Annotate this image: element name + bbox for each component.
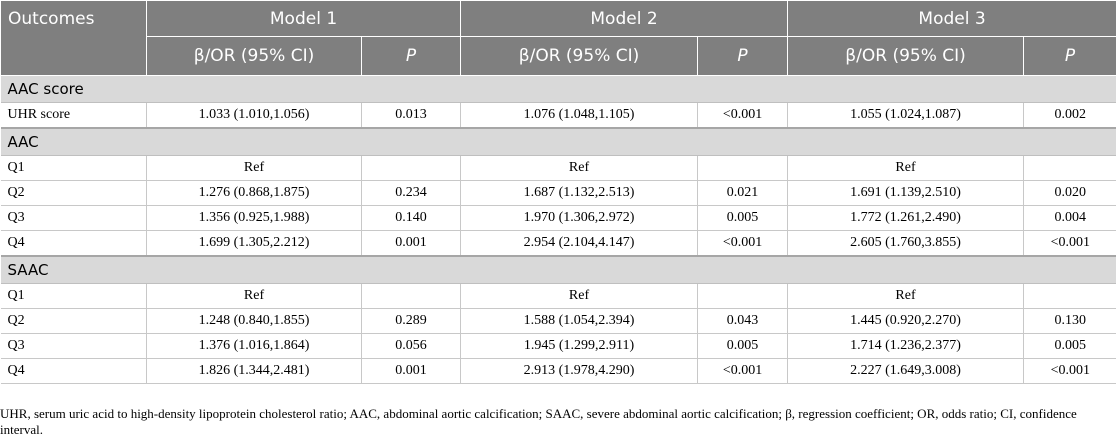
p-value-cell: 0.021	[697, 180, 789, 206]
table-row: UHR score 1.033 (1.010,1.056) 0.013 1.076 (…	[0, 102, 1116, 129]
row-label: Q2	[0, 308, 147, 334]
model-2-p-header: P	[697, 36, 789, 76]
p-value-cell: <0.001	[1023, 358, 1116, 384]
model-1-p-header: P	[360, 36, 462, 76]
ci-cell: Ref	[146, 155, 362, 181]
p-value-cell: 0.043	[697, 308, 789, 334]
ci-cell: Ref	[146, 283, 362, 309]
p-value-cell: 0.004	[1023, 205, 1116, 231]
p-value-cell	[697, 283, 789, 309]
p-value-cell: 0.005	[1023, 333, 1116, 359]
ci-cell: 2.913 (1.978,4.290)	[460, 358, 699, 384]
p-value-cell: 0.020	[1023, 180, 1116, 206]
p-value-cell: 0.289	[361, 308, 462, 334]
ci-cell: Ref	[460, 155, 699, 181]
p-value-cell: 0.130	[1023, 308, 1116, 334]
p-value-cell	[1023, 283, 1116, 309]
ci-cell: 1.772 (1.261,2.490)	[787, 205, 1025, 231]
ci-cell: 1.970 (1.306,2.972)	[460, 205, 699, 231]
p-value-cell: 0.002	[1023, 102, 1116, 129]
model-2-header: Model 2	[460, 0, 789, 37]
outcomes-header: Outcomes	[0, 0, 147, 76]
p-value-cell: <0.001	[697, 230, 789, 257]
ci-cell: 1.699 (1.305,2.212)	[146, 230, 362, 257]
table-row: Q2 1.276 (0.868,1.875) 0.234 1.687 (1.132,2…	[0, 180, 1116, 206]
ci-cell: 1.588 (1.054,2.394)	[460, 308, 699, 334]
table-row: Q4 1.699 (1.305,2.212) 0.001 2.954 (2.104,4…	[0, 230, 1116, 257]
table-row: Q3 1.376 (1.016,1.864) 0.056 1.945 (1.299,2…	[0, 333, 1116, 359]
row-label: Q1	[0, 283, 147, 309]
table-row: Q1 Ref Ref Ref	[0, 283, 1116, 309]
table-row: Q1 Ref Ref Ref	[0, 155, 1116, 181]
ci-cell: Ref	[787, 283, 1025, 309]
model-2-ci-header: β/OR (95% CI)	[460, 36, 699, 76]
section-title: AAC	[0, 128, 1116, 156]
ci-cell: Ref	[460, 283, 699, 309]
ci-cell: 1.376 (1.016,1.864)	[146, 333, 362, 359]
section-row: AAC	[0, 128, 1116, 156]
ci-cell: 1.076 (1.048,1.105)	[460, 102, 699, 129]
table-row: Q2 1.248 (0.840,1.855) 0.289 1.588 (1.054,2…	[0, 308, 1116, 334]
ci-cell: 2.227 (1.649,3.008)	[787, 358, 1025, 384]
model-3-header: Model 3	[787, 0, 1116, 37]
table-body: AAC score UHR score 1.033 (1.010,1.056) 0.0…	[0, 75, 1116, 384]
row-label: UHR score	[0, 102, 147, 129]
results-table: Outcomes Model 1 Model 2 Model 3 β/OR (9…	[0, 0, 1116, 384]
table-footnote: UHR, serum uric acid to high-density lip…	[0, 406, 1077, 437]
ci-cell: 2.605 (1.760,3.855)	[787, 230, 1025, 257]
p-value-cell: 0.056	[361, 333, 462, 359]
ci-cell: 1.691 (1.139,2.510)	[787, 180, 1025, 206]
section-row: SAAC	[0, 256, 1116, 284]
header-row-subheads: β/OR (95% CI) P β/OR (95% CI) P β/OR (95…	[1, 36, 1116, 76]
row-label: Q4	[0, 230, 147, 257]
section-title: AAC score	[0, 75, 1116, 103]
p-value-cell: 0.001	[361, 230, 462, 257]
model-3-p-header: P	[1023, 36, 1116, 76]
section-title: SAAC	[0, 256, 1116, 284]
row-label: Q1	[0, 155, 147, 181]
ci-cell: 1.945 (1.299,2.911)	[460, 333, 699, 359]
ci-cell: 1.248 (0.840,1.855)	[146, 308, 362, 334]
p-value-cell: <0.001	[697, 102, 789, 129]
p-value-cell	[697, 155, 789, 181]
p-value-cell: 0.140	[361, 205, 462, 231]
model-3-ci-header: β/OR (95% CI)	[787, 36, 1025, 76]
model-1-ci-header: β/OR (95% CI)	[146, 36, 362, 76]
ci-cell: 1.445 (0.920,2.270)	[787, 308, 1025, 334]
ci-cell: 2.954 (2.104,4.147)	[460, 230, 699, 257]
ci-cell: 1.714 (1.236,2.377)	[787, 333, 1025, 359]
p-value-cell	[361, 155, 462, 181]
p-value-cell: 0.234	[361, 180, 462, 206]
row-label: Q2	[0, 180, 147, 206]
ci-cell: 1.356 (0.925,1.988)	[146, 205, 362, 231]
row-label: Q3	[0, 333, 147, 359]
ci-cell: 1.055 (1.024,1.087)	[787, 102, 1025, 129]
p-value-cell	[361, 283, 462, 309]
section-row: AAC score	[0, 75, 1116, 103]
table-row: Q4 1.826 (1.344,2.481) 0.001 2.913 (1.978,4…	[0, 358, 1116, 384]
ci-cell: 1.033 (1.010,1.056)	[146, 102, 362, 129]
row-label: Q3	[0, 205, 147, 231]
ci-cell: 1.826 (1.344,2.481)	[146, 358, 362, 384]
p-value-cell: 0.001	[361, 358, 462, 384]
ci-cell: 1.687 (1.132,2.513)	[460, 180, 699, 206]
ci-cell: 1.276 (0.868,1.875)	[146, 180, 362, 206]
table-header: Outcomes Model 1 Model 2 Model 3 β/OR (9…	[0, 0, 1116, 76]
p-value-cell: <0.001	[697, 358, 789, 384]
model-1-header: Model 1	[145, 0, 462, 37]
row-label: Q4	[0, 358, 147, 384]
p-value-cell: 0.005	[697, 205, 789, 231]
p-value-cell: <0.001	[1023, 230, 1116, 257]
p-value-cell: 0.005	[697, 333, 789, 359]
p-value-cell	[1023, 155, 1116, 181]
table-row: Q3 1.356 (0.925,1.988) 0.140 1.970 (1.306,2…	[0, 205, 1116, 231]
p-value-cell: 0.013	[361, 102, 462, 129]
header-row-models: Outcomes Model 1 Model 2 Model 3	[0, 0, 1116, 76]
ci-cell: Ref	[787, 155, 1025, 181]
